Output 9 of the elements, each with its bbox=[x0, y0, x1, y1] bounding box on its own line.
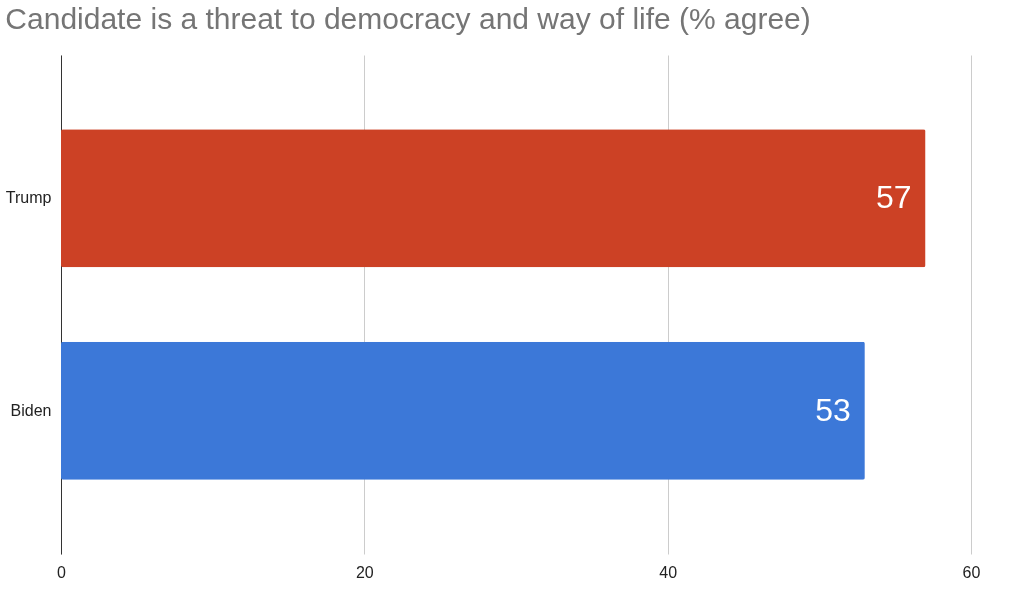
y-tick-label: Trump bbox=[5, 189, 52, 207]
data-label: 53 bbox=[815, 391, 851, 428]
x-tick-label: 40 bbox=[659, 563, 678, 581]
x-tick-label: 20 bbox=[355, 563, 374, 581]
x-tick-label: 0 bbox=[57, 563, 67, 581]
y-tick-label: Biden bbox=[10, 401, 52, 419]
chart-title: Candidate is a threat to democracy and way of life (% agree) bbox=[5, 2, 811, 35]
x-tick-label: 60 bbox=[962, 563, 981, 581]
data-label: 57 bbox=[875, 179, 912, 216]
